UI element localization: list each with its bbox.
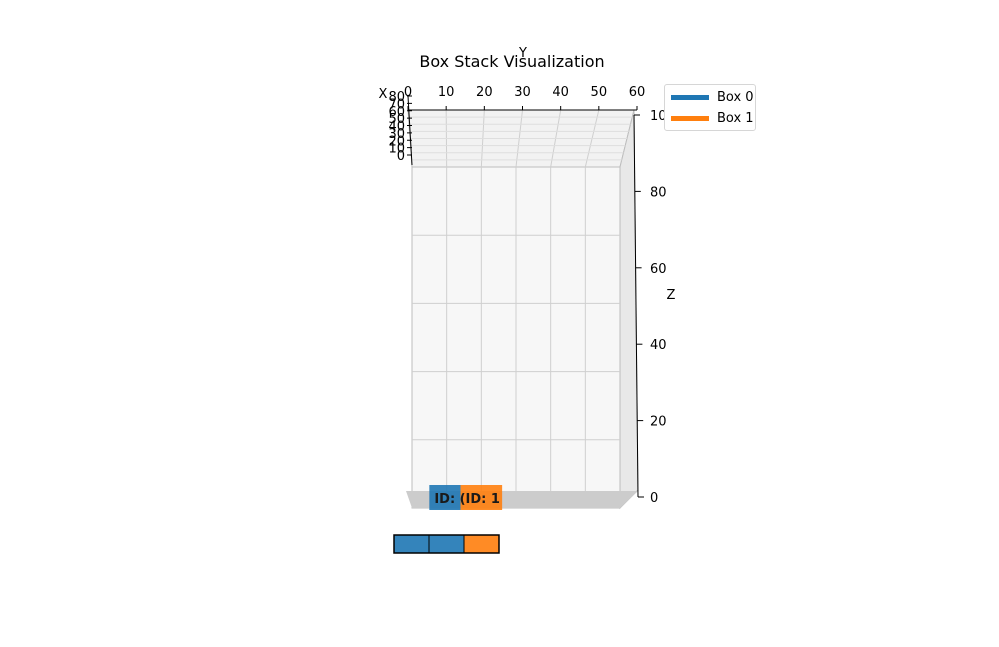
z-tick-label: 80 [650, 185, 667, 200]
z-tick-label: 60 [650, 262, 667, 277]
y-tick-label: 60 [629, 85, 646, 100]
legend-item-box-1: Box 1 [671, 110, 754, 126]
box-0 [429, 485, 461, 510]
x-tick-label: 30 [388, 127, 405, 142]
x-tick-label: 10 [388, 142, 405, 157]
z-axis-line [633, 114, 639, 498]
y-tick-label: 0 [404, 85, 412, 100]
x-axis-line [407, 95, 413, 166]
y-axis-label: Y [518, 46, 527, 61]
y-tick-label: 30 [514, 85, 531, 100]
box-label-0: ID: ( [434, 492, 465, 507]
y-tick-label: 40 [552, 85, 569, 100]
legend-label-box-0: Box 0 [717, 89, 754, 105]
footprint-outline [393, 534, 500, 554]
legend: Box 0 Box 1 [664, 84, 756, 131]
x-tick-label: 20 [388, 134, 405, 149]
y-tick-label: 50 [591, 85, 608, 100]
footprint-cell [428, 534, 465, 554]
right-pane [619, 109, 639, 510]
chart-title: Box Stack Visualization [419, 52, 605, 71]
box-label-1: ID: 1 [466, 492, 500, 507]
x-tick-label: 60 [388, 105, 405, 120]
x-tick-label: 40 [388, 120, 405, 135]
z-tick-label: 40 [650, 338, 667, 353]
x-tick-label: 0 [397, 149, 405, 164]
x-tick-label: 80 [388, 90, 405, 105]
footprint-cell [463, 534, 500, 554]
y-tick-label: 20 [476, 85, 493, 100]
x-tick-label: 50 [388, 112, 405, 127]
box-1 [460, 485, 503, 510]
x-axis-label: X [379, 87, 388, 102]
z-tick-label: 0 [650, 491, 658, 506]
z-axis-label: Z [667, 288, 676, 303]
legend-swatch-box-0 [671, 94, 709, 100]
legend-item-box-0: Box 0 [671, 89, 754, 105]
y-tick-label: 10 [438, 85, 455, 100]
footprint-cell [393, 534, 430, 554]
legend-swatch-box-1 [671, 115, 709, 121]
z-tick-label: 20 [650, 415, 667, 430]
x-tick-label: 70 [388, 97, 405, 112]
legend-label-box-1: Box 1 [717, 110, 754, 126]
